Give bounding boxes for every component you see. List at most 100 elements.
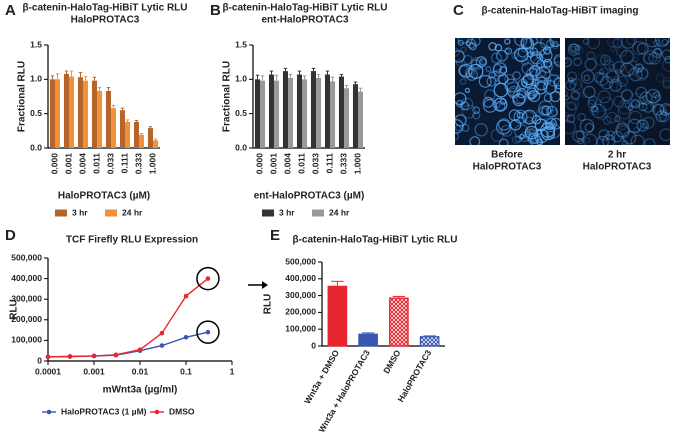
error-bar xyxy=(325,70,330,75)
error-bar xyxy=(361,332,375,335)
y-tick-label: 100,000 xyxy=(285,323,316,333)
y-axis-label: RLU xyxy=(263,294,274,315)
legend-label: 24 hr xyxy=(122,207,143,217)
highlight-ring xyxy=(196,266,220,291)
error-bar xyxy=(125,119,130,122)
point xyxy=(183,335,189,340)
x-axis-label: ent-HaloPROTAC3 (µM) xyxy=(254,191,365,202)
bar xyxy=(282,71,288,148)
error-bar xyxy=(153,138,158,141)
bar xyxy=(125,121,131,148)
legend-swatch xyxy=(55,209,67,217)
bar xyxy=(316,77,322,148)
x-tick-label: 0.011 xyxy=(91,153,101,174)
point xyxy=(159,330,165,336)
bar xyxy=(49,79,55,148)
x-tick-label: 0.004 xyxy=(282,153,292,175)
point xyxy=(113,352,119,358)
error-bar xyxy=(55,73,60,80)
error-bar xyxy=(111,104,116,109)
chart-title: β-catenin-HaloTag-HiBiT Lytic RLU xyxy=(293,235,458,246)
bar xyxy=(260,80,266,148)
y-tick-label: 300,000 xyxy=(285,290,316,300)
panel-label: B xyxy=(210,2,221,19)
panel-label: A xyxy=(5,2,16,19)
legend-swatch xyxy=(312,209,324,217)
point xyxy=(91,353,97,359)
bar xyxy=(139,134,145,148)
x-tick-label: 0.001 xyxy=(83,366,105,376)
legend-label: HaloPROTAC3 (1 µM) xyxy=(61,406,147,416)
y-tick-label: 300,000 xyxy=(11,293,42,303)
micrograph-before xyxy=(455,38,560,145)
y-tick-label: 0.5 xyxy=(30,108,42,118)
error-bar xyxy=(392,295,406,299)
y-tick-label: 400,000 xyxy=(11,273,42,283)
error-bar xyxy=(269,70,274,75)
image-caption: Before xyxy=(491,150,523,161)
x-tick-label: 0.01 xyxy=(132,366,149,376)
y-tick-label: 200,000 xyxy=(11,314,42,324)
error-bar xyxy=(297,70,302,75)
image-caption: HaloPROTAC3 xyxy=(583,162,652,173)
y-tick-label: 0.0 xyxy=(235,142,247,152)
legend-swatch xyxy=(262,209,274,217)
x-tick-label: 0.000 xyxy=(254,153,264,175)
error-bar xyxy=(97,87,102,92)
image-caption: 2 hr xyxy=(608,150,626,161)
legend-label: 3 hr xyxy=(279,207,295,217)
error-bar xyxy=(92,76,97,81)
bar xyxy=(69,76,75,148)
line xyxy=(47,278,209,358)
x-tick-label: 0.333 xyxy=(133,153,143,175)
x-tick-label: 0.004 xyxy=(77,153,87,175)
arrow xyxy=(248,281,268,289)
legend-swatch xyxy=(105,209,117,217)
micrograph-after xyxy=(565,38,670,145)
image-title: β-catenin-HaloTag-HiBiT imaging xyxy=(481,6,638,17)
bar xyxy=(327,285,348,347)
error-bar xyxy=(311,67,316,72)
error-bar xyxy=(255,74,260,80)
error-bar xyxy=(330,76,335,82)
y-tick-label: 500,000 xyxy=(11,252,42,262)
chart-title: β-catenin-HaloTag-HiBiT Lytic RLU xyxy=(23,3,188,14)
highlight-ring xyxy=(196,320,220,344)
point xyxy=(205,329,211,335)
error-bar xyxy=(148,126,153,129)
legend-label: DMSO xyxy=(169,406,195,416)
y-tick-label: 100,000 xyxy=(11,335,42,345)
x-tick-label: 1.000 xyxy=(147,153,157,175)
error-bar xyxy=(120,107,125,111)
bar xyxy=(352,84,358,148)
y-tick-label: 0 xyxy=(37,355,42,365)
chart-title: β-catenin-HaloTag-HiBiT Lytic RLU xyxy=(223,3,388,14)
panel-label: C xyxy=(453,2,464,19)
bar xyxy=(419,336,440,347)
error-bar xyxy=(358,87,363,92)
point xyxy=(67,354,73,359)
y-tick-label: 1.0 xyxy=(30,74,42,84)
point xyxy=(159,343,165,348)
x-tick-label: 0.011 xyxy=(296,153,306,174)
y-tick-label: 200,000 xyxy=(285,307,316,317)
bar xyxy=(105,91,111,148)
bar xyxy=(324,74,330,148)
panel-label: D xyxy=(5,227,16,244)
x-tick-label: 1 xyxy=(230,366,235,376)
x-tick-label: 0.1 xyxy=(180,366,192,376)
x-tick-label: 0.001 xyxy=(268,153,278,175)
x-axis-label: mWnt3a (µg/ml) xyxy=(103,385,178,396)
y-tick-label: 0 xyxy=(311,340,316,350)
x-tick-label: 1.000 xyxy=(352,153,362,175)
bar xyxy=(55,79,61,148)
bar xyxy=(338,76,344,148)
bar xyxy=(296,74,302,148)
x-axis-label: HaloPROTAC3 (µM) xyxy=(58,191,150,202)
bar xyxy=(330,81,336,148)
bar xyxy=(83,80,89,148)
x-tick-label: 0.111 xyxy=(119,153,129,174)
error-bar xyxy=(288,74,293,78)
y-axis-label: Fractional RLU xyxy=(222,61,233,132)
